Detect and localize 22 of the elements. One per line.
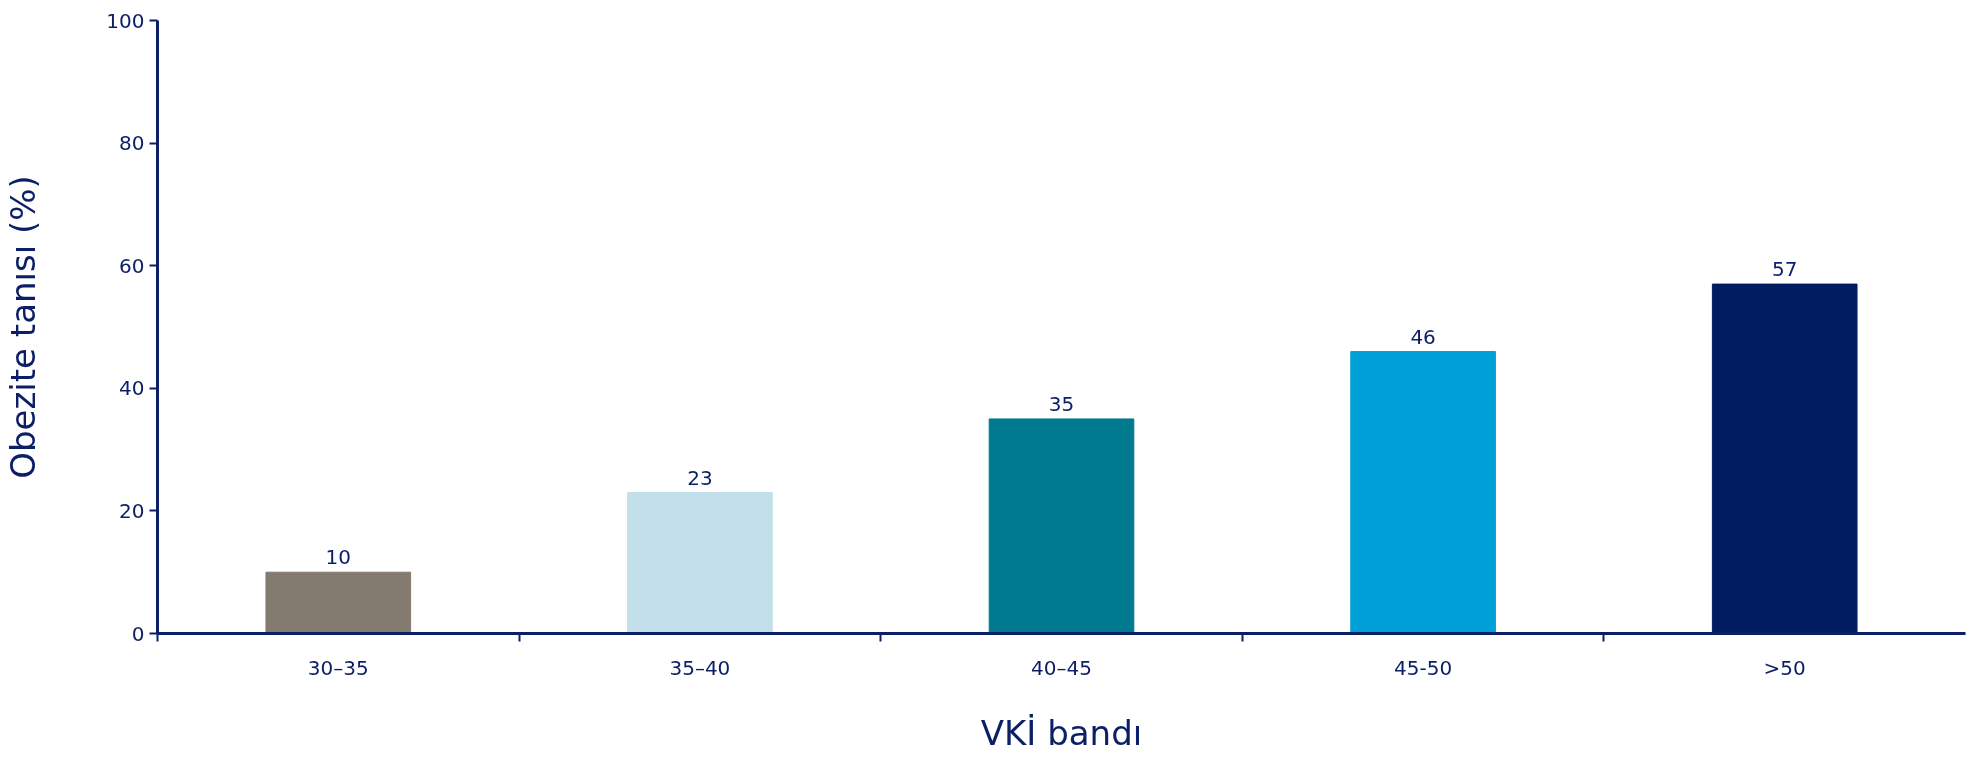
x-tick-label: 40–45 (1031, 655, 1092, 680)
y-tick-label: 0 (131, 621, 145, 646)
y-tick-label: 100 (106, 8, 145, 33)
x-tick-label: 30–35 (307, 655, 369, 680)
data-label: 23 (687, 465, 713, 490)
data-label: 46 (1410, 324, 1436, 349)
bar (265, 571, 412, 634)
x-tick-label: >50 (1763, 655, 1806, 680)
x-tick-label: 35–40 (669, 655, 731, 680)
data-label: 35 (1048, 391, 1075, 416)
y-tick-label: 20 (119, 498, 145, 523)
x-axis-title: VKİ bandı (980, 712, 1143, 753)
y-axis-title: Obezite tanısı (%) (3, 175, 44, 479)
data-label: 10 (325, 545, 352, 570)
bar (988, 418, 1135, 634)
bar (1350, 351, 1496, 634)
bar (627, 492, 773, 634)
y-tick-label: 60 (119, 253, 145, 278)
x-tick-label: 45-50 (1394, 655, 1453, 680)
data-label: 57 (1771, 257, 1798, 282)
y-tick-label: 40 (119, 376, 145, 401)
y-tick-label: 80 (119, 131, 145, 156)
